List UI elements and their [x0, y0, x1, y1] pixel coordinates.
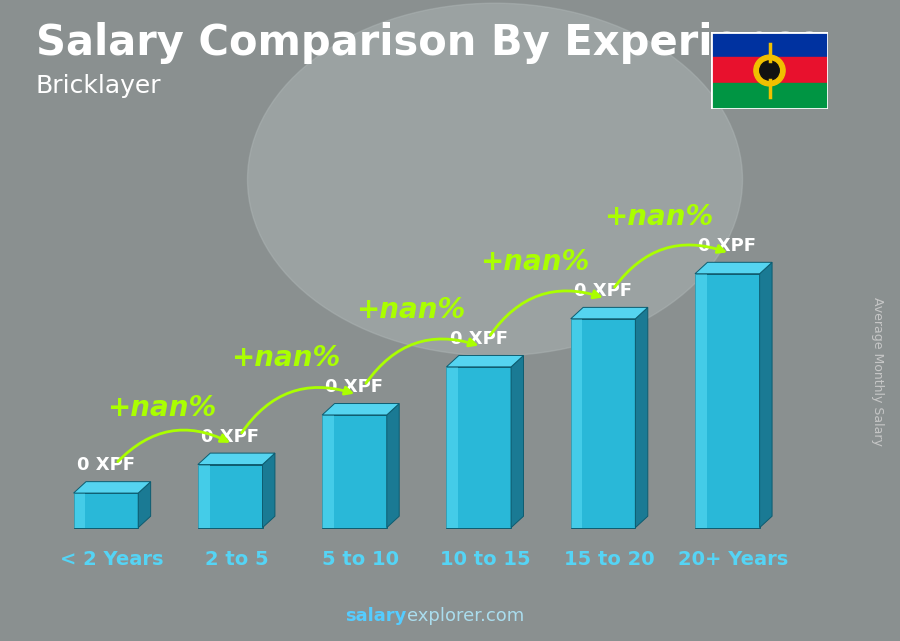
Polygon shape: [74, 493, 86, 528]
Polygon shape: [571, 319, 582, 528]
Text: explorer.com: explorer.com: [407, 607, 524, 625]
Polygon shape: [446, 367, 458, 528]
Text: Bricklayer: Bricklayer: [36, 74, 162, 97]
Polygon shape: [263, 453, 274, 528]
Polygon shape: [511, 356, 524, 528]
Circle shape: [760, 61, 779, 80]
Bar: [711, 58, 828, 83]
FancyArrowPatch shape: [118, 430, 228, 462]
Text: 0 XPF: 0 XPF: [202, 428, 259, 445]
Text: +nan%: +nan%: [231, 344, 341, 372]
Polygon shape: [760, 262, 772, 528]
Polygon shape: [446, 367, 511, 528]
Polygon shape: [198, 465, 263, 528]
Text: 5 to 10: 5 to 10: [322, 550, 400, 569]
Text: 0 XPF: 0 XPF: [326, 378, 383, 396]
Text: < 2 Years: < 2 Years: [60, 550, 164, 569]
Text: salary: salary: [346, 607, 407, 625]
FancyArrowPatch shape: [491, 291, 600, 335]
Polygon shape: [571, 308, 648, 319]
Polygon shape: [74, 493, 139, 528]
Polygon shape: [322, 415, 387, 528]
Circle shape: [754, 55, 785, 86]
Polygon shape: [635, 308, 648, 528]
Text: 2 to 5: 2 to 5: [204, 550, 268, 569]
Polygon shape: [322, 415, 334, 528]
Text: Average Monthly Salary: Average Monthly Salary: [871, 297, 884, 446]
Text: 0 XPF: 0 XPF: [450, 330, 508, 348]
Polygon shape: [695, 262, 772, 274]
Polygon shape: [387, 404, 400, 528]
Bar: [711, 83, 828, 109]
Text: 0 XPF: 0 XPF: [76, 456, 135, 474]
Polygon shape: [322, 404, 400, 415]
FancyArrowPatch shape: [366, 339, 475, 383]
Polygon shape: [695, 274, 760, 528]
Text: 0 XPF: 0 XPF: [698, 237, 756, 254]
Polygon shape: [74, 481, 150, 493]
Text: +nan%: +nan%: [356, 296, 465, 324]
Polygon shape: [139, 481, 150, 528]
Ellipse shape: [248, 3, 742, 356]
Text: 10 to 15: 10 to 15: [440, 550, 530, 569]
Polygon shape: [695, 274, 707, 528]
Polygon shape: [198, 465, 210, 528]
Text: 0 XPF: 0 XPF: [574, 282, 632, 300]
Text: 15 to 20: 15 to 20: [564, 550, 654, 569]
Bar: [711, 32, 828, 58]
Text: +nan%: +nan%: [480, 248, 590, 276]
Polygon shape: [198, 453, 274, 465]
Text: +nan%: +nan%: [604, 203, 714, 231]
FancyArrowPatch shape: [615, 245, 724, 287]
Text: +nan%: +nan%: [107, 394, 217, 422]
FancyArrowPatch shape: [242, 387, 351, 433]
Text: Salary Comparison By Experience: Salary Comparison By Experience: [36, 22, 824, 65]
Polygon shape: [446, 356, 524, 367]
Text: 20+ Years: 20+ Years: [679, 550, 788, 569]
Polygon shape: [571, 319, 635, 528]
